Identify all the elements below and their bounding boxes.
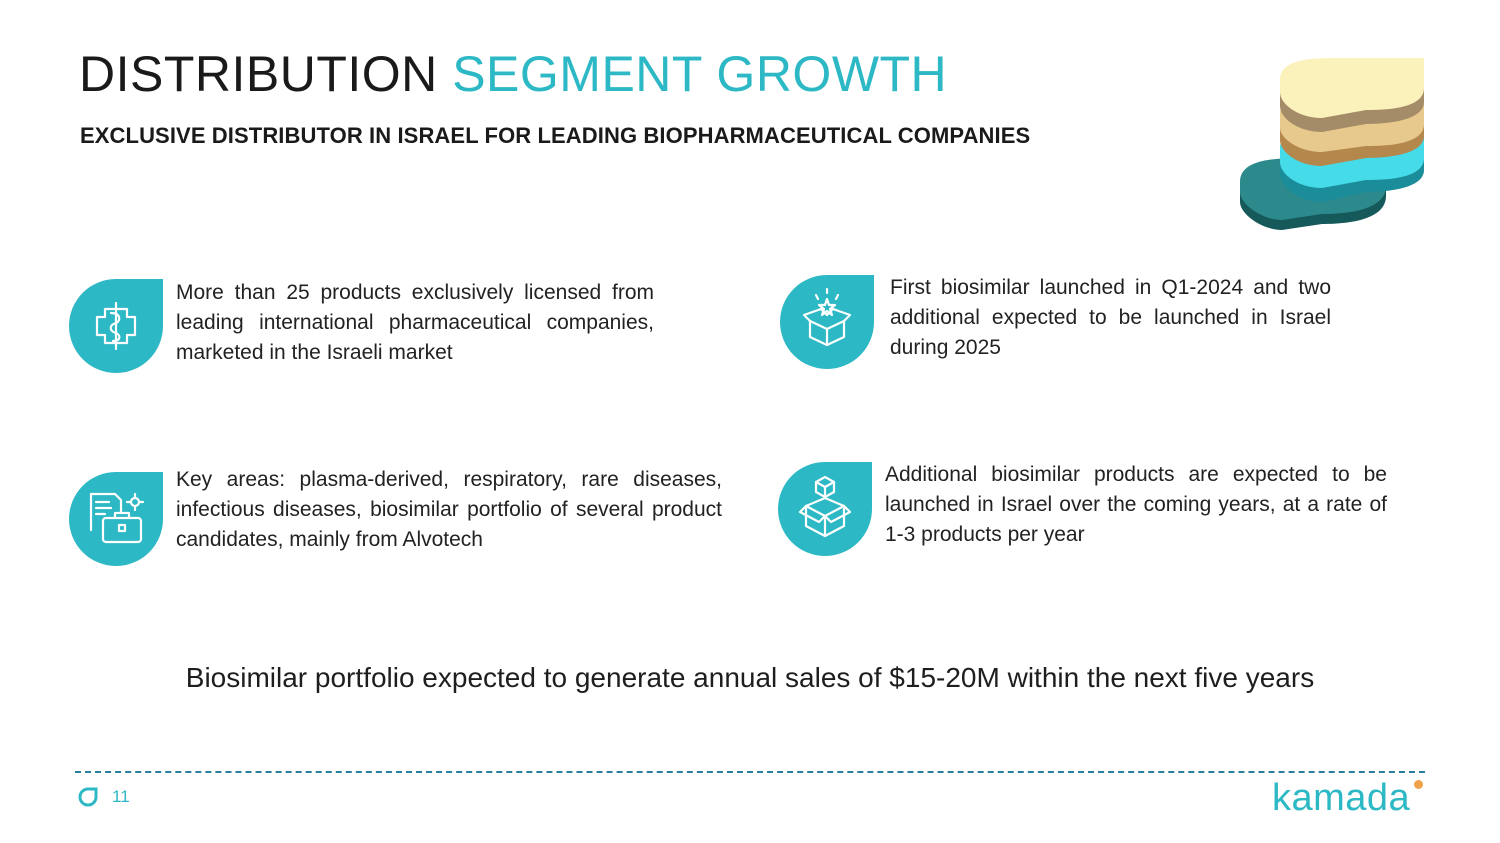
feature-icon-badge-4 [778, 462, 872, 556]
tagline: Biosimilar portfolio expected to generat… [185, 662, 1315, 693]
feature-text-4: Additional biosimilar products are expec… [885, 463, 1387, 546]
page-number: 11 [112, 787, 130, 806]
title-part-accent: SEGMENT GROWTH [452, 46, 948, 102]
stacked-droplets-graphic [1232, 52, 1432, 248]
feature-icon-badge-2 [780, 275, 874, 369]
boxes-icon [778, 462, 872, 556]
feature-icon-badge-3 [69, 472, 163, 566]
caduceus-icon [69, 279, 163, 373]
feature-icon-badge-1 [69, 279, 163, 373]
logo-dot-icon [1414, 780, 1423, 789]
feature-text-3: Key areas: plasma-derived, respiratory, … [176, 468, 722, 551]
page-subtitle: EXCLUSIVE DISTRIBUTOR IN ISRAEL FOR LEAD… [80, 123, 1031, 148]
box-launch-icon [780, 275, 874, 369]
footer-divider [75, 771, 1425, 773]
footer-drop-icon [77, 786, 99, 813]
page-title: DISTRIBUTION SEGMENT GROWTH [79, 44, 947, 104]
briefcase-documents-icon [69, 472, 163, 566]
title-part-main: DISTRIBUTION [79, 46, 438, 102]
feature-text-1: More than 25 products exclusively licens… [176, 281, 654, 364]
feature-text-2: First biosimilar launched in Q1-2024 and… [890, 276, 1331, 359]
kamada-logo: kamada [1272, 777, 1411, 819]
